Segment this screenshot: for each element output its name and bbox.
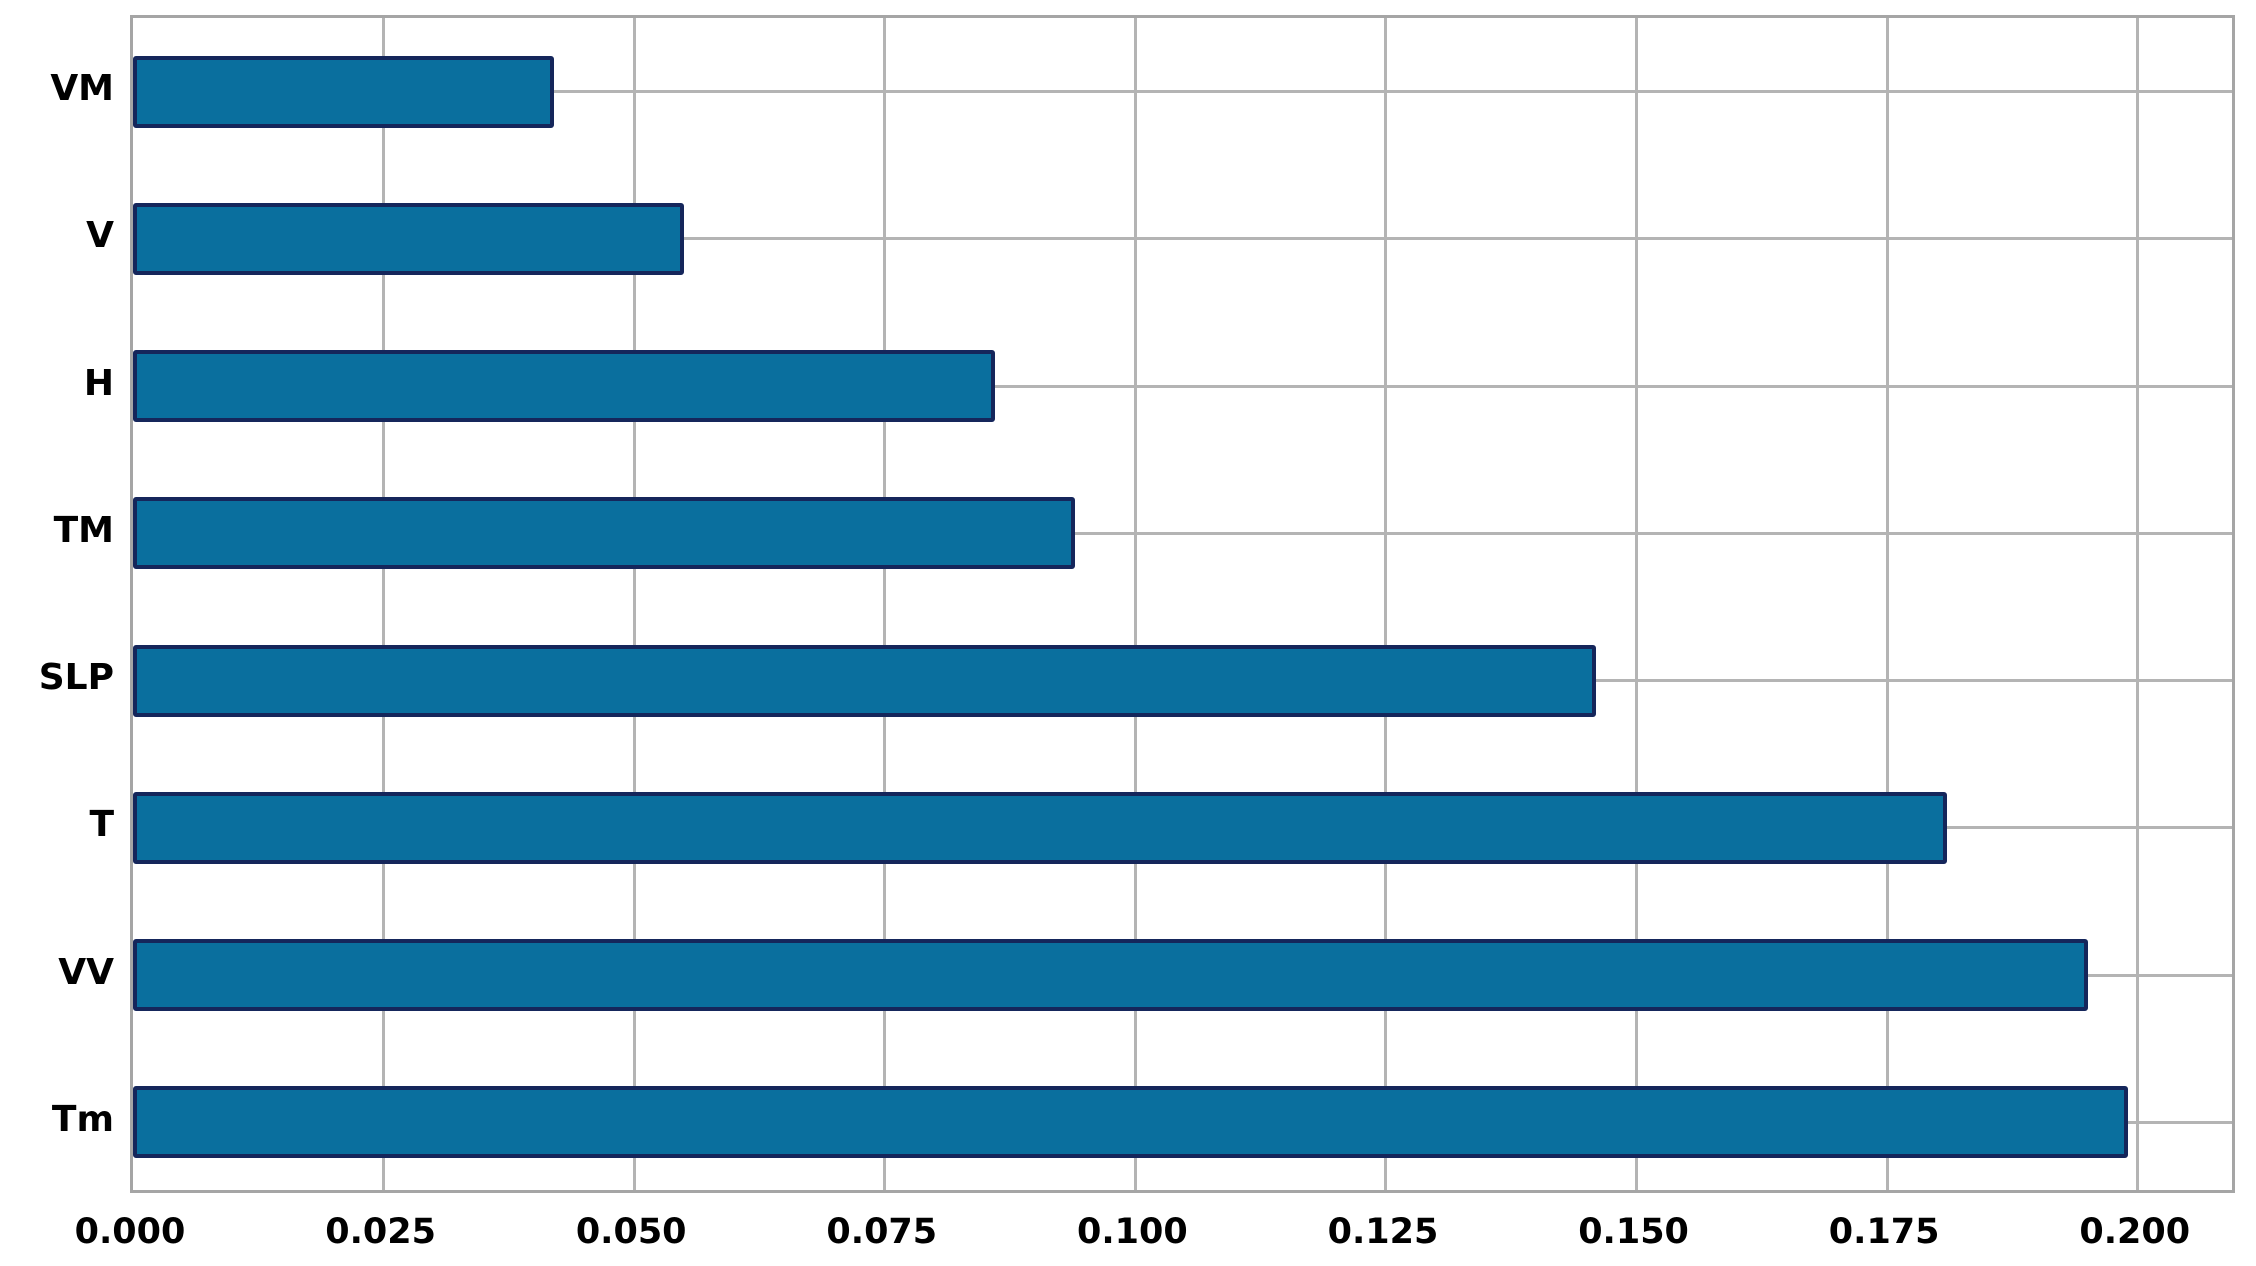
y-axis-label-TM: TM	[53, 509, 114, 551]
x-axis-tick-label-0.200: 0.200	[2079, 1212, 2191, 1252]
y-axis-label-T: T	[89, 804, 114, 846]
plot-area	[130, 15, 2235, 1193]
y-axis-label-V: V	[86, 215, 114, 257]
y-axis-label-Tm: Tm	[51, 1098, 114, 1140]
bar-T	[133, 791, 1948, 864]
gridline-vertical-0.150	[1635, 18, 1639, 1190]
gridline-vertical-0.175	[1885, 18, 1889, 1190]
bar-VV	[133, 939, 2088, 1012]
bar-H	[133, 350, 996, 423]
x-axis-tick-label-0.100: 0.100	[1077, 1212, 1188, 1252]
bar-Tm	[133, 1086, 2128, 1159]
x-axis-tick-label-0.175: 0.175	[1828, 1212, 1940, 1252]
y-axis-label-VV: VV	[58, 951, 114, 993]
gridline-vertical-0.025	[382, 18, 386, 1190]
gridline-horizontal-TM	[133, 531, 2232, 535]
gridline-vertical-0.050	[632, 18, 636, 1190]
bar-V	[133, 202, 685, 275]
x-axis-tick-label-0.025: 0.025	[325, 1212, 436, 1252]
gridline-horizontal-V	[133, 237, 2232, 241]
y-axis-label-SLP: SLP	[38, 657, 114, 699]
gridline-vertical-0.075	[883, 18, 887, 1190]
y-axis-label-H: H	[83, 362, 114, 404]
x-axis-tick-label-0.050: 0.050	[575, 1212, 687, 1252]
x-axis-tick-label-0.000: 0.000	[74, 1212, 186, 1252]
gridline-vertical-0.100	[1133, 18, 1137, 1190]
y-axis-label-VM: VM	[50, 68, 114, 110]
x-axis-tick-label-0.150: 0.150	[1578, 1212, 1689, 1252]
x-axis-tick-label-0.125: 0.125	[1327, 1212, 1439, 1252]
bar-VM	[133, 55, 554, 128]
x-axis-tick-label-0.075: 0.075	[826, 1212, 938, 1252]
gridline-vertical-0.125	[1384, 18, 1388, 1190]
bar-SLP	[133, 644, 1597, 717]
gridline-horizontal-H	[133, 384, 2232, 388]
gridline-vertical-0.200	[2136, 18, 2140, 1190]
gridline-horizontal-VM	[133, 90, 2232, 94]
bar-TM	[133, 497, 1076, 570]
